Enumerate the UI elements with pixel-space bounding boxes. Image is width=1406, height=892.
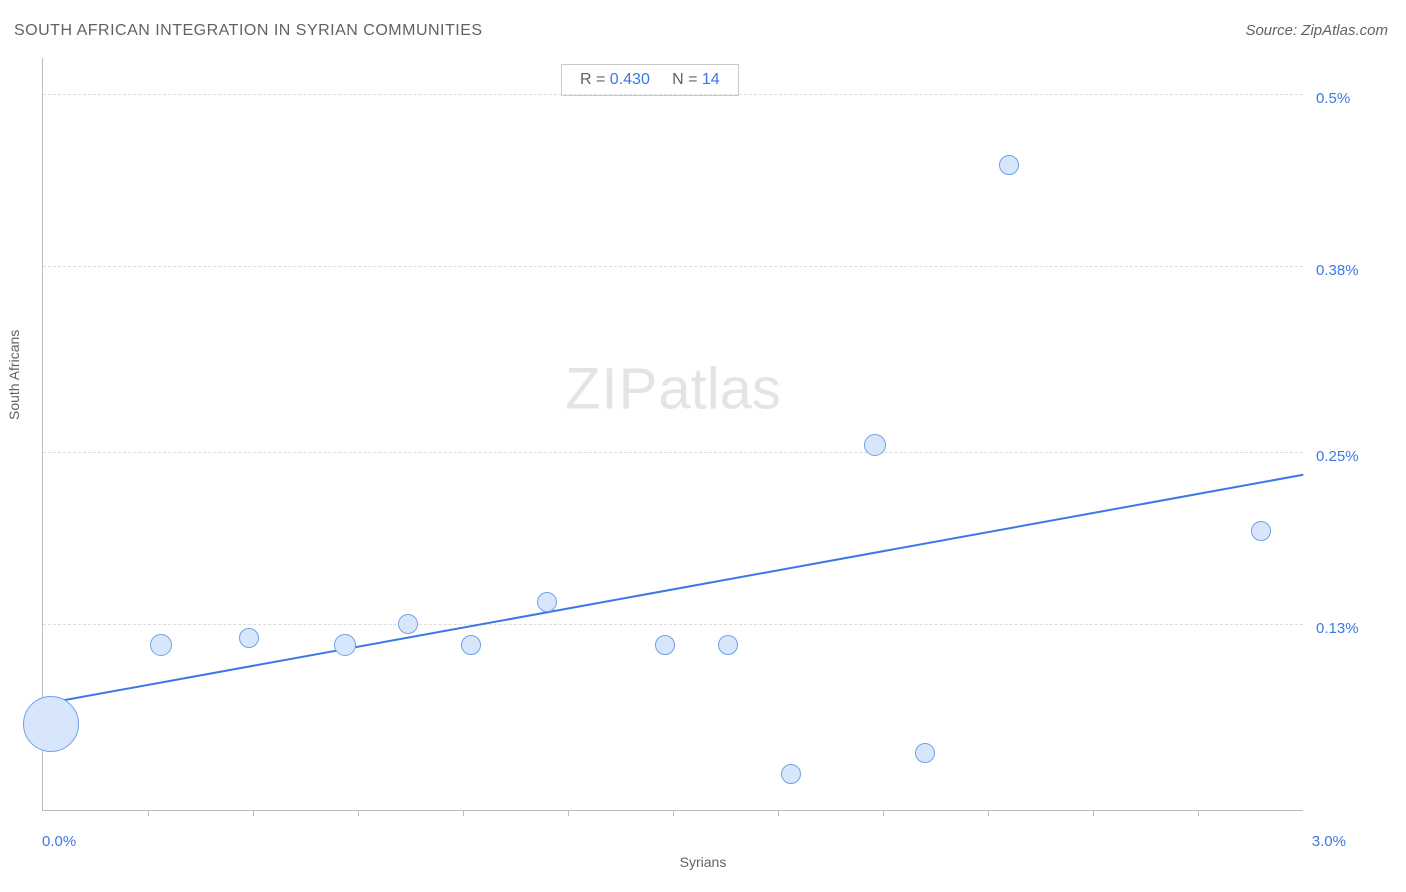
chart-title: SOUTH AFRICAN INTEGRATION IN SYRIAN COMM…: [14, 22, 483, 40]
data-point: [781, 764, 801, 784]
x-tick: [148, 810, 149, 816]
x-tick: [463, 810, 464, 816]
x-min-label: 0.0%: [42, 833, 76, 850]
x-max-label: 3.0%: [1312, 833, 1346, 850]
chart-container: SOUTH AFRICAN INTEGRATION IN SYRIAN COMM…: [0, 0, 1406, 892]
grid-line: [43, 452, 1303, 453]
trendline: [43, 473, 1303, 704]
x-axis-label: Syrians: [0, 854, 1406, 870]
y-tick-label: 0.25%: [1316, 448, 1359, 465]
data-point: [864, 434, 886, 456]
n-value: 14: [702, 71, 720, 88]
x-tick: [358, 810, 359, 816]
stats-box: R = 0.430 N = 14: [561, 64, 739, 96]
data-point: [23, 696, 79, 752]
data-point: [999, 155, 1019, 175]
r-label: R =: [580, 71, 610, 88]
grid-line: [43, 624, 1303, 625]
data-point: [718, 635, 738, 655]
data-point: [239, 628, 259, 648]
data-point: [537, 592, 557, 612]
x-tick: [778, 810, 779, 816]
grid-line: [43, 94, 1303, 95]
x-tick: [1198, 810, 1199, 816]
plot-area: ZIPatlas R = 0.430 N = 14: [42, 58, 1303, 811]
x-tick: [673, 810, 674, 816]
data-point: [334, 634, 356, 656]
n-label: N =: [672, 71, 702, 88]
watermark-atlas: atlas: [658, 356, 781, 421]
x-tick: [568, 810, 569, 816]
data-point: [461, 635, 481, 655]
r-value: 0.430: [610, 71, 650, 88]
y-tick-label: 0.38%: [1316, 262, 1359, 279]
y-axis-label: South Africans: [6, 330, 22, 420]
x-tick: [1093, 810, 1094, 816]
data-point: [150, 634, 172, 656]
x-tick: [988, 810, 989, 816]
y-tick-label: 0.5%: [1316, 90, 1350, 107]
data-point: [398, 614, 418, 634]
y-tick-label: 0.13%: [1316, 620, 1359, 637]
grid-line: [43, 266, 1303, 267]
data-point: [1251, 521, 1271, 541]
watermark-zip: ZIP: [565, 356, 658, 421]
source-attribution: Source: ZipAtlas.com: [1245, 22, 1388, 39]
x-tick: [253, 810, 254, 816]
data-point: [655, 635, 675, 655]
data-point: [915, 743, 935, 763]
x-tick: [883, 810, 884, 816]
watermark: ZIPatlas: [565, 355, 781, 422]
